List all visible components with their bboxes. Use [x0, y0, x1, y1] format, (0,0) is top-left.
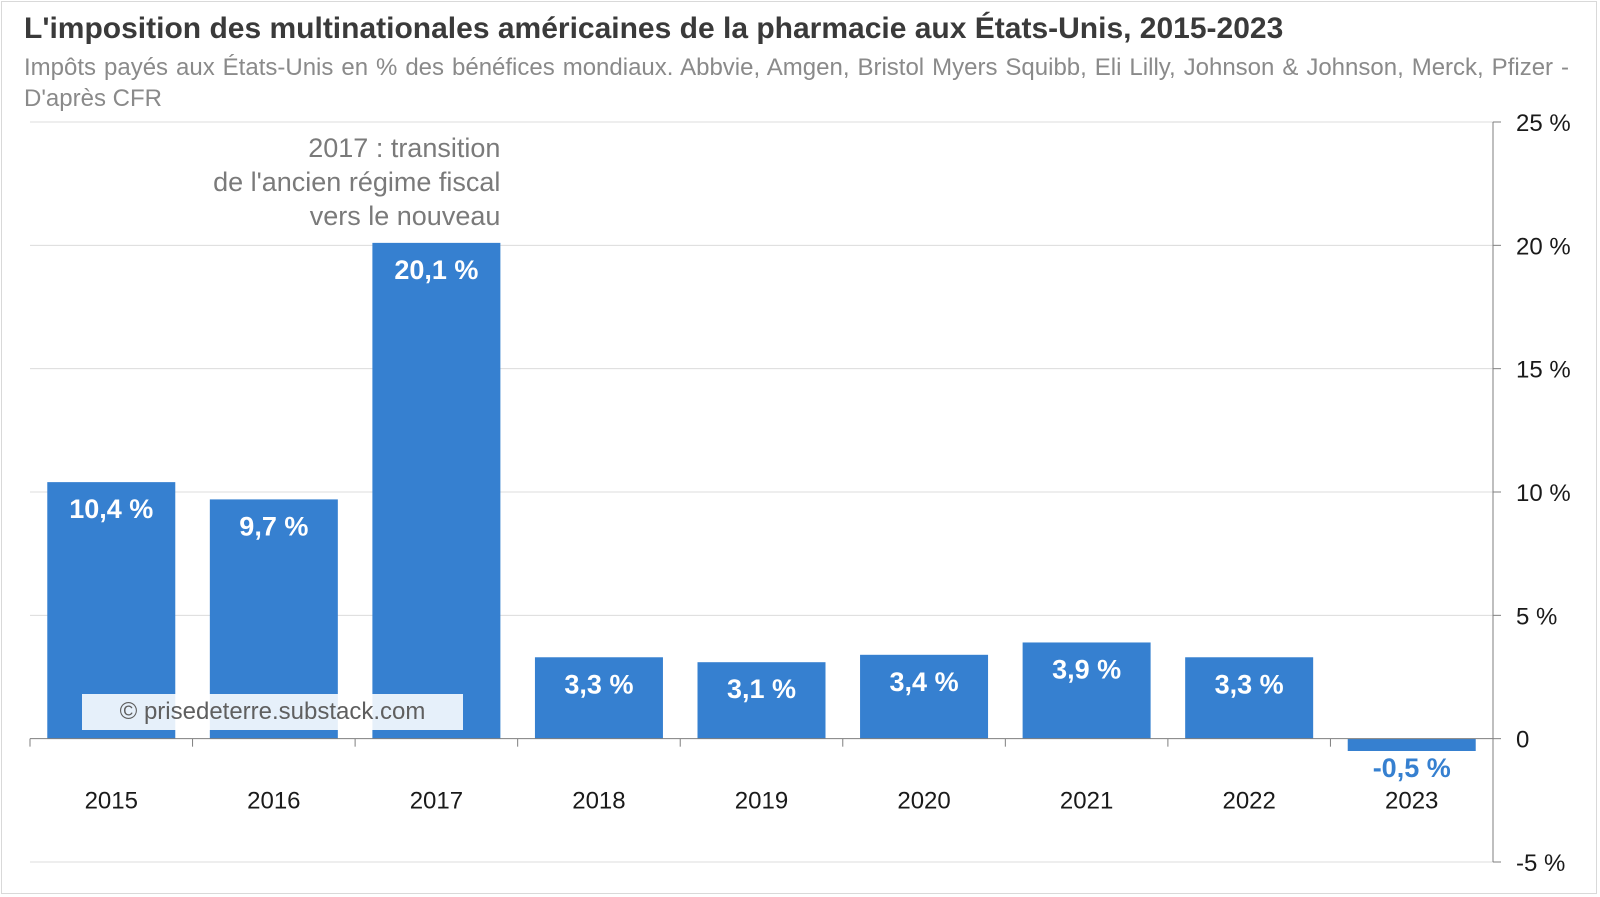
chart-title: L'imposition des multinationales américa…	[24, 12, 1284, 45]
data-label: 3,1 %	[727, 674, 796, 704]
bar-2021	[1022, 642, 1151, 739]
y-tick-label: 15 %	[1516, 357, 1571, 384]
data-label: 3,3 %	[1215, 669, 1284, 699]
x-tick-label: 2015	[85, 788, 138, 815]
x-tick-label: 2022	[1222, 788, 1275, 815]
y-tick-label: -5 %	[1516, 850, 1565, 877]
y-tick-label: 25 %	[1516, 110, 1571, 137]
x-tick-label: 2016	[247, 788, 300, 815]
bar-2023	[1347, 738, 1476, 751]
data-label: 3,4 %	[890, 667, 959, 697]
data-label: 9,7 %	[239, 511, 308, 541]
y-tick-label: 5 %	[1516, 603, 1557, 630]
bar-2018	[534, 657, 663, 739]
bars	[47, 242, 1476, 751]
bar-2022	[1185, 657, 1314, 739]
gridlines	[30, 121, 1493, 863]
annotation: 2017 : transition de l'ancien régime fisc…	[213, 133, 500, 231]
annotation-line: 2017 : transition	[308, 133, 500, 163]
bar-2017	[372, 242, 501, 739]
y-tick-label: 20 %	[1516, 233, 1571, 260]
x-tick-label: 2023	[1385, 788, 1438, 815]
x-tick-label: 2020	[897, 788, 950, 815]
data-label: 20,1 %	[394, 255, 478, 285]
x-tick-label: 2021	[1060, 788, 1113, 815]
x-tick-label: 2018	[572, 788, 625, 815]
x-tick-label: 2017	[410, 788, 463, 815]
axes: -5 % 0 5 % 10 % 15 % 20 % 25 % 2015 2016 2017 2018…	[29, 110, 1571, 877]
data-label: 3,9 %	[1052, 654, 1121, 684]
bar-2019	[697, 662, 826, 739]
data-label: -0,5 %	[1373, 753, 1451, 783]
y-tick-label: 10 %	[1516, 480, 1571, 507]
data-label: 10,4 %	[69, 494, 153, 524]
annotation-line: de l'ancien régime fiscal	[213, 167, 500, 197]
data-label: 3,3 %	[564, 669, 633, 699]
chart-subtitle: Impôts payés aux États-Unis en % des bén…	[24, 54, 1569, 112]
data-labels: 10,4 % 9,7 % 20,1 % 3,3 % 3,1 % 3,4 % 3,9 % 3,3…	[69, 255, 1450, 783]
y-tick-label: 0	[1516, 727, 1529, 754]
x-tick-label: 2019	[735, 788, 788, 815]
watermark: © prisedeterre.substack.com	[82, 694, 463, 730]
annotation-line: vers le nouveau	[310, 201, 501, 231]
bar-2020	[860, 654, 989, 739]
